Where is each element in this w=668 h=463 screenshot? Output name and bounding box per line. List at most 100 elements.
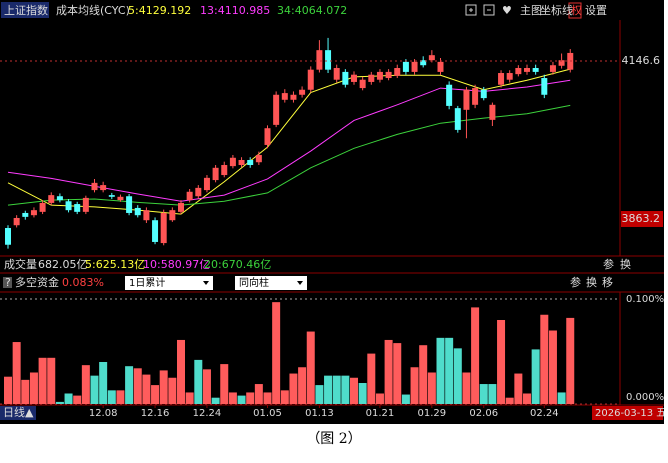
bar: [47, 357, 56, 404]
candle-body: [420, 60, 427, 66]
help[interactable]: ?: [5, 276, 11, 289]
candle-body: [446, 84, 453, 106]
x-tick-label: 02.24: [530, 408, 559, 419]
candle-body: [299, 89, 306, 95]
candle-body: [160, 212, 167, 244]
candle-body: [143, 210, 150, 221]
panel-value: 0.083%: [62, 276, 104, 289]
candle-body: [48, 195, 55, 203]
bar: [566, 317, 575, 404]
bar: [12, 342, 21, 404]
dropdown-arrow[interactable]: [203, 281, 209, 285]
period[interactable]: 日线▲: [3, 405, 34, 419]
candle-body: [532, 68, 539, 72]
candle-body: [549, 65, 556, 72]
candle-body: [541, 78, 548, 95]
bar: [55, 401, 64, 404]
dropdown[interactable]: [235, 276, 307, 290]
candle-body: [229, 157, 236, 167]
candle-body: [454, 108, 461, 130]
bar: [254, 384, 263, 404]
dropdown[interactable]: [125, 276, 213, 290]
candle-body: [290, 94, 297, 100]
ma-line: [7, 104, 571, 206]
candle-body: [22, 212, 29, 217]
bar: [453, 348, 462, 404]
bar: [151, 385, 160, 404]
candle-body: [264, 128, 271, 145]
bar: [107, 390, 116, 404]
bar: [29, 372, 38, 404]
bar: [194, 359, 203, 404]
dropdown-label[interactable]: 1日累计: [129, 276, 165, 289]
bar: [38, 357, 47, 404]
heart-icon[interactable]: ♥: [502, 4, 512, 17]
chart: 上证指数 成本均线(CYC) ♥ 成交量 ? 多空资金 0.083% 日线▲ 2…: [0, 0, 666, 424]
toolbar-button[interactable]: 坐标线: [540, 3, 573, 17]
toolbar-button[interactable]: 主图: [520, 4, 542, 17]
caption: （图 2）: [306, 431, 362, 447]
bar: [263, 392, 272, 404]
toolbar-button[interactable]: 设置: [585, 4, 607, 17]
toolbar-button[interactable]: 权: [571, 4, 582, 17]
help-box[interactable]: [3, 277, 12, 288]
x-tick-label: 01.29: [418, 408, 447, 419]
legend-entry: 34:4064.072: [277, 4, 347, 17]
volume-item: 5:625.13亿: [85, 258, 145, 271]
y-tick-label: 0.000%: [626, 392, 664, 403]
panel-button[interactable]: 参: [603, 257, 614, 271]
x-tick-label: 12.08: [89, 408, 118, 419]
y-tick-label: 3863.2: [622, 212, 661, 225]
bar: [64, 393, 73, 404]
symbol-tab[interactable]: [1, 2, 49, 18]
candle-body: [152, 220, 159, 242]
candle-body: [307, 69, 314, 90]
x-tick-label: 12.24: [193, 408, 222, 419]
toolbar-icons[interactable]: [465, 4, 495, 16]
bar: [90, 375, 99, 404]
x-tick-label: 12.16: [141, 408, 170, 419]
bar: [289, 373, 298, 404]
candle-body: [480, 89, 487, 99]
panel-title: 多空资金: [15, 275, 59, 289]
panel-button[interactable]: 换: [586, 275, 597, 289]
candle-body: [178, 202, 184, 212]
symbol[interactable]: 上证指数: [4, 3, 48, 17]
bar: [497, 320, 506, 404]
bar: [177, 339, 185, 404]
bar: [401, 394, 410, 404]
candle-body: [376, 71, 383, 80]
ma-line: [7, 68, 571, 215]
bar: [324, 375, 333, 404]
bar: [202, 369, 211, 404]
x-tick-label: 02.06: [469, 408, 498, 419]
candle-body: [39, 202, 46, 212]
button-box: [568, 2, 582, 19]
candle-body: [524, 68, 530, 72]
dropdown-label[interactable]: 同向柱: [239, 276, 269, 289]
candle-body: [238, 159, 245, 166]
bar: [220, 364, 229, 404]
candle-body: [342, 71, 349, 85]
legend-entry: 13:4110.985: [200, 4, 270, 17]
bar: [246, 392, 255, 404]
candle-body: [463, 89, 470, 110]
candle-body: [100, 185, 107, 191]
candle-body: [359, 79, 366, 89]
bar: [427, 372, 436, 404]
period-tab[interactable]: [0, 406, 36, 420]
indicator: 成本均线(CYC): [56, 3, 130, 17]
panel-button[interactable]: 移: [602, 276, 613, 289]
candle-body: [411, 61, 418, 72]
candle-body: [506, 73, 513, 80]
bar: [479, 384, 488, 404]
panel-button[interactable]: 参: [570, 275, 581, 289]
y-tick-label: 4146.6: [622, 54, 661, 67]
bar: [384, 339, 393, 404]
bar: [116, 390, 125, 404]
bar: [358, 383, 367, 404]
bar: [410, 367, 419, 404]
panel-button[interactable]: 换: [620, 257, 631, 271]
dropdown-arrow[interactable]: [297, 281, 303, 285]
candle-body: [117, 196, 124, 201]
